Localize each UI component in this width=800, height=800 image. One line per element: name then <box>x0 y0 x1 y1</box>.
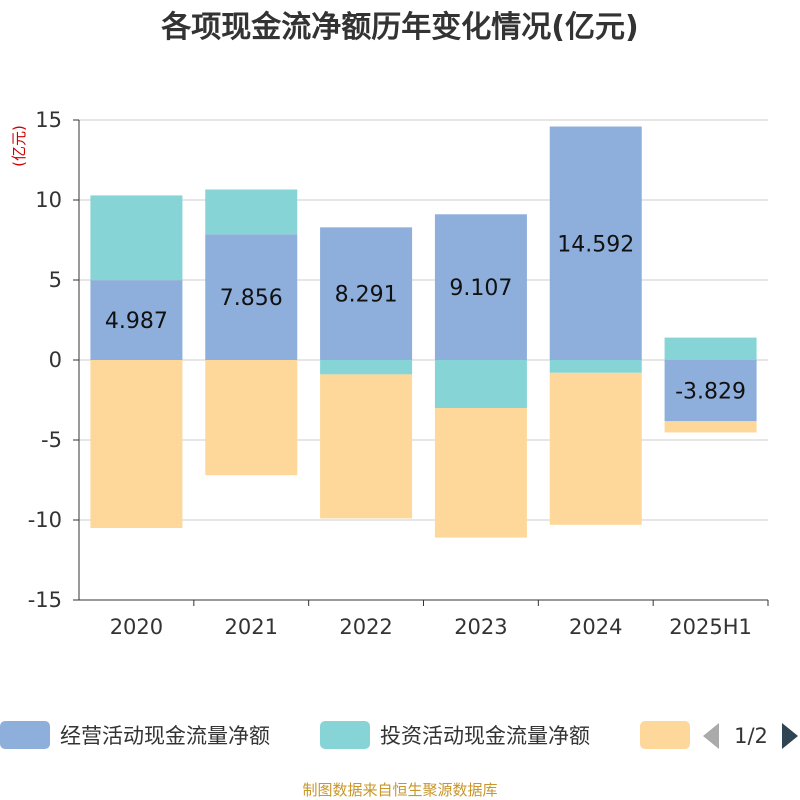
bar-series-1 <box>664 360 757 422</box>
bar-series-1 <box>320 227 413 360</box>
y-tick-label: -5 <box>41 428 62 452</box>
legend-label[interactable]: 经营活动现金流量净额 <box>60 724 270 748</box>
y-tick-label: -15 <box>28 588 62 612</box>
legend-swatch[interactable] <box>0 721 50 749</box>
x-tick-label: 2020 <box>110 615 163 639</box>
x-tick-label: 2022 <box>339 615 392 639</box>
bar-series-3 <box>90 360 183 528</box>
chart-title: 各项现金流净额历年变化情况(亿元) <box>160 10 638 45</box>
bar-series-2 <box>90 195 183 281</box>
legend-swatch[interactable] <box>320 721 370 749</box>
bar-series-2 <box>664 337 757 360</box>
data-label: 7.856 <box>220 286 283 311</box>
legend: 经营活动现金流量净额 投资活动现金流量净额 <box>0 721 690 749</box>
data-label: 8.291 <box>335 283 398 308</box>
bar-series-2 <box>549 360 642 373</box>
x-tick-label: 2025H1 <box>669 615 752 639</box>
bar-series-3 <box>205 360 298 476</box>
axes: 15 10 5 0 -5 -10 -15 2020 2021 2022 2023 2024 2025H1 <box>28 108 769 639</box>
data-labels: 4.987 7.856 8.291 9.107 14.592 -3.829 <box>105 232 746 404</box>
legend-label[interactable]: 投资活动现金流量净额 <box>380 724 590 748</box>
data-source-note: 制图数据来自恒生聚源数据库 <box>302 781 497 799</box>
bar-series-3 <box>320 374 413 519</box>
bar-series-2 <box>320 360 413 375</box>
x-tick-label: 2024 <box>569 615 622 639</box>
bar-series-3 <box>664 421 757 433</box>
triangle-right-icon[interactable] <box>782 723 798 749</box>
x-tick-label: 2023 <box>454 615 507 639</box>
triangle-left-icon[interactable] <box>703 723 719 749</box>
y-tick-label: 15 <box>35 108 62 132</box>
bar-series-3 <box>549 372 642 525</box>
bar-series-2 <box>205 189 298 235</box>
y-tick-label: -10 <box>28 508 62 532</box>
bar-series-1 <box>90 280 183 360</box>
data-label: -3.829 <box>675 380 746 405</box>
bar-series-1 <box>205 234 298 360</box>
x-tick-label: 2021 <box>225 615 278 639</box>
y-axis-unit-label: (亿元) <box>10 125 28 167</box>
bar-series-2 <box>434 360 527 408</box>
data-label: 14.592 <box>557 232 634 257</box>
y-tick-label: 10 <box>35 188 62 212</box>
data-label: 4.987 <box>105 309 168 334</box>
y-tick-label: 0 <box>49 348 62 372</box>
y-tick-label: 5 <box>49 268 62 292</box>
bar-series-1 <box>549 126 642 360</box>
legend-pager: 1/2 <box>703 723 798 749</box>
bar-series-3 <box>434 408 527 538</box>
bars <box>90 126 757 538</box>
legend-page-indicator: 1/2 <box>734 724 768 748</box>
legend-swatch[interactable] <box>640 721 690 749</box>
data-label: 9.107 <box>449 276 512 301</box>
bar-series-1 <box>434 214 527 360</box>
